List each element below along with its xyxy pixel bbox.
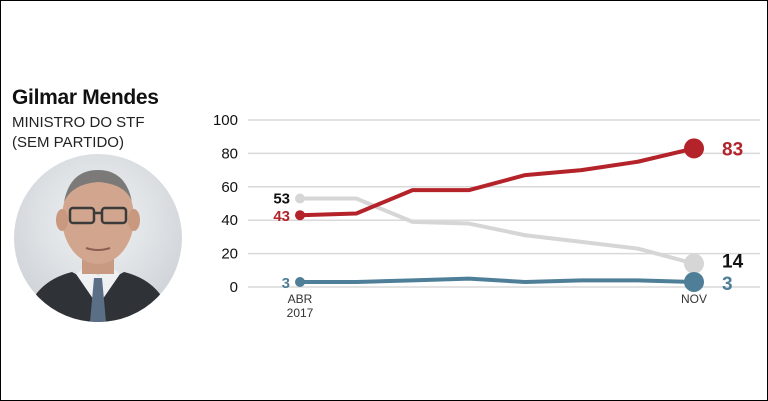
series-line-red bbox=[298, 146, 696, 218]
start-marker-blue bbox=[295, 276, 305, 287]
end-label-red: 83 bbox=[722, 139, 743, 160]
end-label-gray: 14 bbox=[722, 252, 744, 273]
y-tick-0: 0 bbox=[230, 279, 238, 296]
x-label-start-month: ABR bbox=[288, 292, 313, 306]
y-tick-40: 40 bbox=[221, 212, 238, 229]
end-marker-blue bbox=[684, 271, 704, 292]
x-label-start-year: 2017 bbox=[287, 306, 314, 320]
y-tick-20: 20 bbox=[221, 246, 238, 263]
person-role: MINISTRO DO STF (SEM PARTIDO) bbox=[12, 113, 145, 153]
series-lines bbox=[298, 146, 696, 284]
start-label-red: 43 bbox=[273, 208, 290, 225]
start-marker-gray bbox=[295, 193, 305, 204]
series-line-blue bbox=[298, 276, 696, 284]
person-role-line2: (SEM PARTIDO) bbox=[12, 134, 124, 151]
start-label-gray: 53 bbox=[273, 190, 290, 207]
y-tick-80: 80 bbox=[221, 145, 238, 162]
end-marker-gray bbox=[684, 253, 704, 274]
end-label-blue: 3 bbox=[722, 274, 733, 295]
y-tick-60: 60 bbox=[221, 179, 238, 196]
x-label-end-month: NOV bbox=[681, 292, 707, 306]
end-marker-red bbox=[684, 138, 704, 159]
series-markers bbox=[295, 138, 704, 292]
series-line-gray bbox=[298, 196, 696, 266]
y-axis-ticks: 100 80 60 40 20 0 bbox=[213, 112, 238, 296]
person-name: Gilmar Mendes bbox=[12, 86, 159, 109]
portrait-photo bbox=[14, 154, 182, 322]
start-label-blue: 3 bbox=[282, 275, 290, 292]
start-marker-red bbox=[295, 210, 305, 221]
person-role-line1: MINISTRO DO STF bbox=[12, 114, 145, 131]
y-tick-100: 100 bbox=[213, 112, 238, 129]
